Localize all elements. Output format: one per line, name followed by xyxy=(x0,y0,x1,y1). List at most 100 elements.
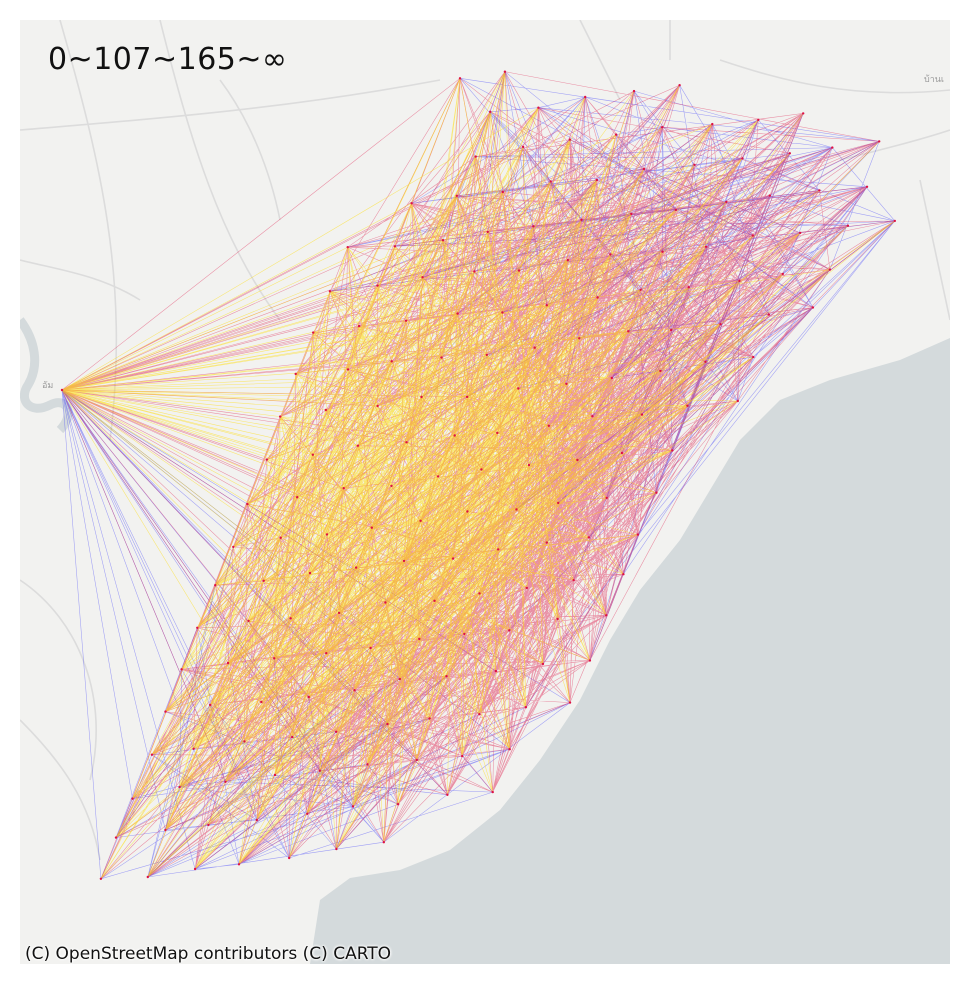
station-node xyxy=(436,475,440,478)
station-node xyxy=(466,510,469,513)
road-line xyxy=(719,59,950,94)
station-node xyxy=(384,601,387,604)
sea-area xyxy=(310,338,950,964)
station-node xyxy=(799,231,802,235)
station-node xyxy=(255,818,258,822)
station-node xyxy=(517,269,521,272)
station-node xyxy=(325,652,328,655)
station-node xyxy=(549,180,552,183)
station-node xyxy=(686,404,689,407)
station-node xyxy=(146,875,149,879)
station-node xyxy=(353,689,356,692)
station-node xyxy=(453,434,456,437)
station-node xyxy=(828,268,832,271)
station-node xyxy=(440,356,443,359)
place-label: บ้านเ xyxy=(924,75,944,85)
station-node xyxy=(496,431,499,435)
map-attribution: (C) OpenStreetMap contributors (C) CARTO xyxy=(25,944,392,964)
station-node xyxy=(232,545,235,549)
station-node xyxy=(262,579,265,582)
station-node xyxy=(501,190,504,194)
station-node xyxy=(655,491,658,494)
station-node xyxy=(243,740,246,743)
station-node xyxy=(208,703,212,707)
station-node xyxy=(224,780,227,783)
station-node xyxy=(524,706,528,709)
station-node xyxy=(595,178,599,182)
station-node xyxy=(674,208,678,212)
station-node xyxy=(398,677,401,681)
station-node xyxy=(610,376,613,380)
station-node xyxy=(711,122,714,126)
station-node xyxy=(659,369,662,373)
station-node xyxy=(207,823,210,827)
station-node xyxy=(632,89,636,93)
station-node xyxy=(273,657,276,660)
station-node xyxy=(587,536,590,539)
station-node xyxy=(605,614,608,617)
station-node xyxy=(497,548,500,551)
station-node xyxy=(486,230,489,234)
road-line xyxy=(219,79,281,221)
station-node xyxy=(456,312,459,315)
station-node xyxy=(405,441,408,444)
station-node xyxy=(376,284,379,287)
flow-map-canvas[interactable] xyxy=(20,20,950,964)
road-line xyxy=(20,579,97,781)
station-node xyxy=(346,368,350,371)
station-node xyxy=(532,225,535,228)
station-node xyxy=(811,306,815,309)
station-node xyxy=(433,599,436,602)
station-node xyxy=(393,245,397,248)
map-frame[interactable]: บ้านเ อัม (C) OpenStreetMap contributors… xyxy=(20,20,950,964)
station-node xyxy=(473,270,476,273)
station-node xyxy=(622,573,625,576)
place-label: อัม xyxy=(42,381,54,391)
station-node xyxy=(273,773,277,777)
station-node xyxy=(642,167,646,171)
station-node xyxy=(180,668,183,671)
station-node xyxy=(515,508,518,511)
station-node xyxy=(693,163,696,166)
road-line xyxy=(20,719,101,861)
station-node xyxy=(265,458,269,461)
basemap-roads xyxy=(20,20,950,861)
station-node xyxy=(357,324,361,328)
station-node xyxy=(503,70,507,73)
station-node xyxy=(489,110,492,114)
station-node xyxy=(568,138,572,141)
station-node xyxy=(557,501,560,505)
station-node xyxy=(636,533,640,536)
station-node xyxy=(818,189,821,192)
station-node xyxy=(480,468,483,471)
station-node xyxy=(164,828,167,832)
road-line xyxy=(839,129,950,161)
station-node xyxy=(99,877,103,880)
station-node xyxy=(757,118,760,122)
station-node xyxy=(640,413,644,416)
station-node xyxy=(588,659,592,662)
station-node xyxy=(736,399,739,403)
station-node xyxy=(781,272,784,276)
station-node xyxy=(578,337,581,340)
station-node xyxy=(584,95,587,99)
station-node xyxy=(356,444,360,447)
station-node xyxy=(580,218,583,221)
station-node xyxy=(260,700,263,704)
station-node xyxy=(463,632,466,636)
station-node xyxy=(788,152,791,155)
station-node xyxy=(196,626,199,629)
station-node xyxy=(865,185,869,188)
station-node xyxy=(605,496,608,500)
station-node xyxy=(678,84,681,87)
station-node xyxy=(346,246,349,249)
station-node xyxy=(247,619,250,623)
station-node xyxy=(568,701,572,704)
station-node xyxy=(296,496,299,499)
station-node xyxy=(576,458,579,462)
station-node xyxy=(382,841,385,844)
station-node xyxy=(324,408,327,412)
station-node xyxy=(311,453,314,456)
station-node xyxy=(508,748,511,751)
station-node xyxy=(521,145,525,149)
